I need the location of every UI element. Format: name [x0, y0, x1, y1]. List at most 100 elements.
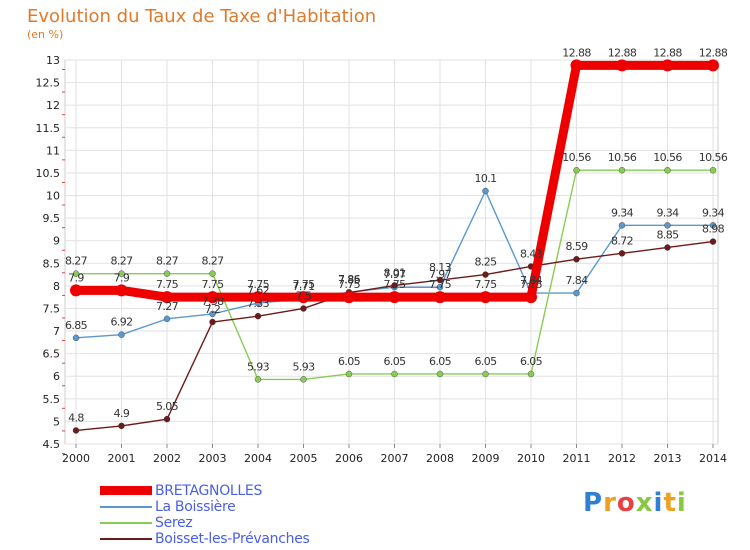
data-label: 6.05 — [383, 355, 406, 368]
data-label: 8.98 — [702, 223, 725, 236]
legend-label-boisset: Boisset-les-Prévanches — [155, 531, 310, 547]
data-point — [573, 256, 580, 263]
data-point — [70, 284, 82, 297]
y-tick-label: 9.5 — [43, 212, 61, 225]
data-label: 7.84 — [520, 274, 543, 287]
data-label: 8.01 — [383, 266, 405, 279]
data-point — [209, 318, 216, 326]
legend-label-bretagnolles: BRETAGNOLLES — [155, 483, 263, 499]
data-point — [72, 270, 80, 277]
data-point — [709, 167, 717, 174]
data-point — [618, 222, 626, 229]
data-label: 8.27 — [156, 255, 179, 268]
data-label: 7.9 — [68, 271, 84, 284]
data-point — [206, 291, 219, 304]
data-point — [118, 331, 125, 338]
data-label: 7.5 — [296, 289, 312, 302]
data-label: 7.9 — [114, 271, 130, 284]
data-label: 8.27 — [65, 255, 88, 268]
data-point — [209, 310, 216, 318]
data-point — [209, 270, 216, 277]
proxiti-logo: Proxiti — [583, 488, 687, 518]
data-label: 7.75 — [520, 278, 543, 291]
y-tick-label: 5.5 — [43, 393, 61, 406]
data-label: 12.88 — [653, 46, 682, 59]
data-label: 7.75 — [338, 278, 361, 291]
data-label: 6.05 — [338, 355, 361, 368]
data-label: 10.1 — [474, 172, 496, 185]
data-point — [436, 370, 444, 378]
data-point — [661, 59, 674, 72]
data-label: 10.56 — [608, 151, 637, 164]
logo-letter: i — [653, 488, 664, 518]
y-tick-label: 7 — [53, 325, 60, 338]
data-point — [664, 222, 671, 229]
data-point — [391, 370, 398, 378]
data-label: 8.85 — [656, 228, 679, 241]
x-tick-label: 2011 — [563, 452, 591, 465]
data-label: 12.88 — [562, 46, 591, 59]
data-label: 7.86 — [338, 273, 361, 286]
data-label: 10.56 — [699, 151, 728, 164]
data-point — [254, 376, 262, 383]
data-point — [525, 291, 537, 304]
y-tick-label: 13 — [46, 54, 60, 67]
data-label: 12.88 — [699, 46, 728, 59]
data-point — [388, 291, 401, 304]
data-label: 6.05 — [429, 355, 452, 368]
data-label: 7.33 — [247, 297, 270, 310]
y-tick-label: 12.5 — [36, 77, 61, 90]
data-label: 7.62 — [247, 284, 269, 297]
y-tick-label: 8 — [53, 280, 60, 293]
data-label: 6.05 — [520, 355, 543, 368]
y-tick-label: 10 — [46, 190, 60, 203]
data-label: 8.27 — [110, 255, 133, 268]
x-tick-label: 2007 — [381, 452, 409, 465]
chart-subtitle: (en %) — [27, 28, 64, 41]
data-label: 7.71 — [292, 280, 314, 293]
data-label: 7.84 — [565, 274, 588, 287]
y-tick-label: 10.5 — [36, 167, 61, 180]
data-label: 6.92 — [110, 316, 132, 329]
data-point — [709, 238, 717, 245]
data-label: 6.05 — [474, 355, 497, 368]
data-label: 8.27 — [201, 255, 224, 268]
legend-swatch-boisset — [100, 538, 152, 540]
data-label: 8.43 — [520, 247, 543, 260]
legend-swatch-bretagnolles — [100, 486, 152, 495]
data-point — [482, 271, 489, 278]
data-label: 7.75 — [292, 278, 315, 291]
data-point — [436, 284, 444, 291]
data-label: 8.25 — [474, 256, 497, 269]
y-tick-label: 11 — [46, 144, 60, 157]
data-point — [618, 167, 626, 174]
data-label: 7.27 — [156, 300, 179, 313]
data-label: 5.93 — [247, 360, 270, 373]
data-point — [573, 167, 580, 174]
data-label: 7.75 — [156, 278, 179, 291]
data-point — [616, 59, 628, 72]
logo-letter: t — [663, 488, 677, 518]
data-point — [72, 334, 80, 342]
data-point — [664, 244, 671, 251]
data-point — [115, 284, 128, 297]
data-point — [252, 291, 264, 304]
logo-letter: P — [583, 488, 604, 518]
data-point — [527, 370, 535, 378]
data-label: 8.72 — [611, 234, 633, 247]
data-point — [72, 427, 80, 434]
data-point — [664, 167, 671, 174]
data-label: 9.34 — [611, 206, 634, 219]
data-point — [163, 315, 171, 323]
data-label: 12.88 — [608, 46, 637, 59]
data-label: 7.75 — [383, 278, 406, 291]
data-label: 8.13 — [429, 261, 452, 274]
x-tick-label: 2009 — [472, 452, 500, 465]
x-tick-label: 2006 — [335, 452, 363, 465]
x-tick-label: 2005 — [290, 452, 318, 465]
x-tick-label: 2002 — [153, 452, 181, 465]
y-tick-label: 4.5 — [43, 438, 61, 451]
x-tick-label: 2012 — [608, 452, 636, 465]
